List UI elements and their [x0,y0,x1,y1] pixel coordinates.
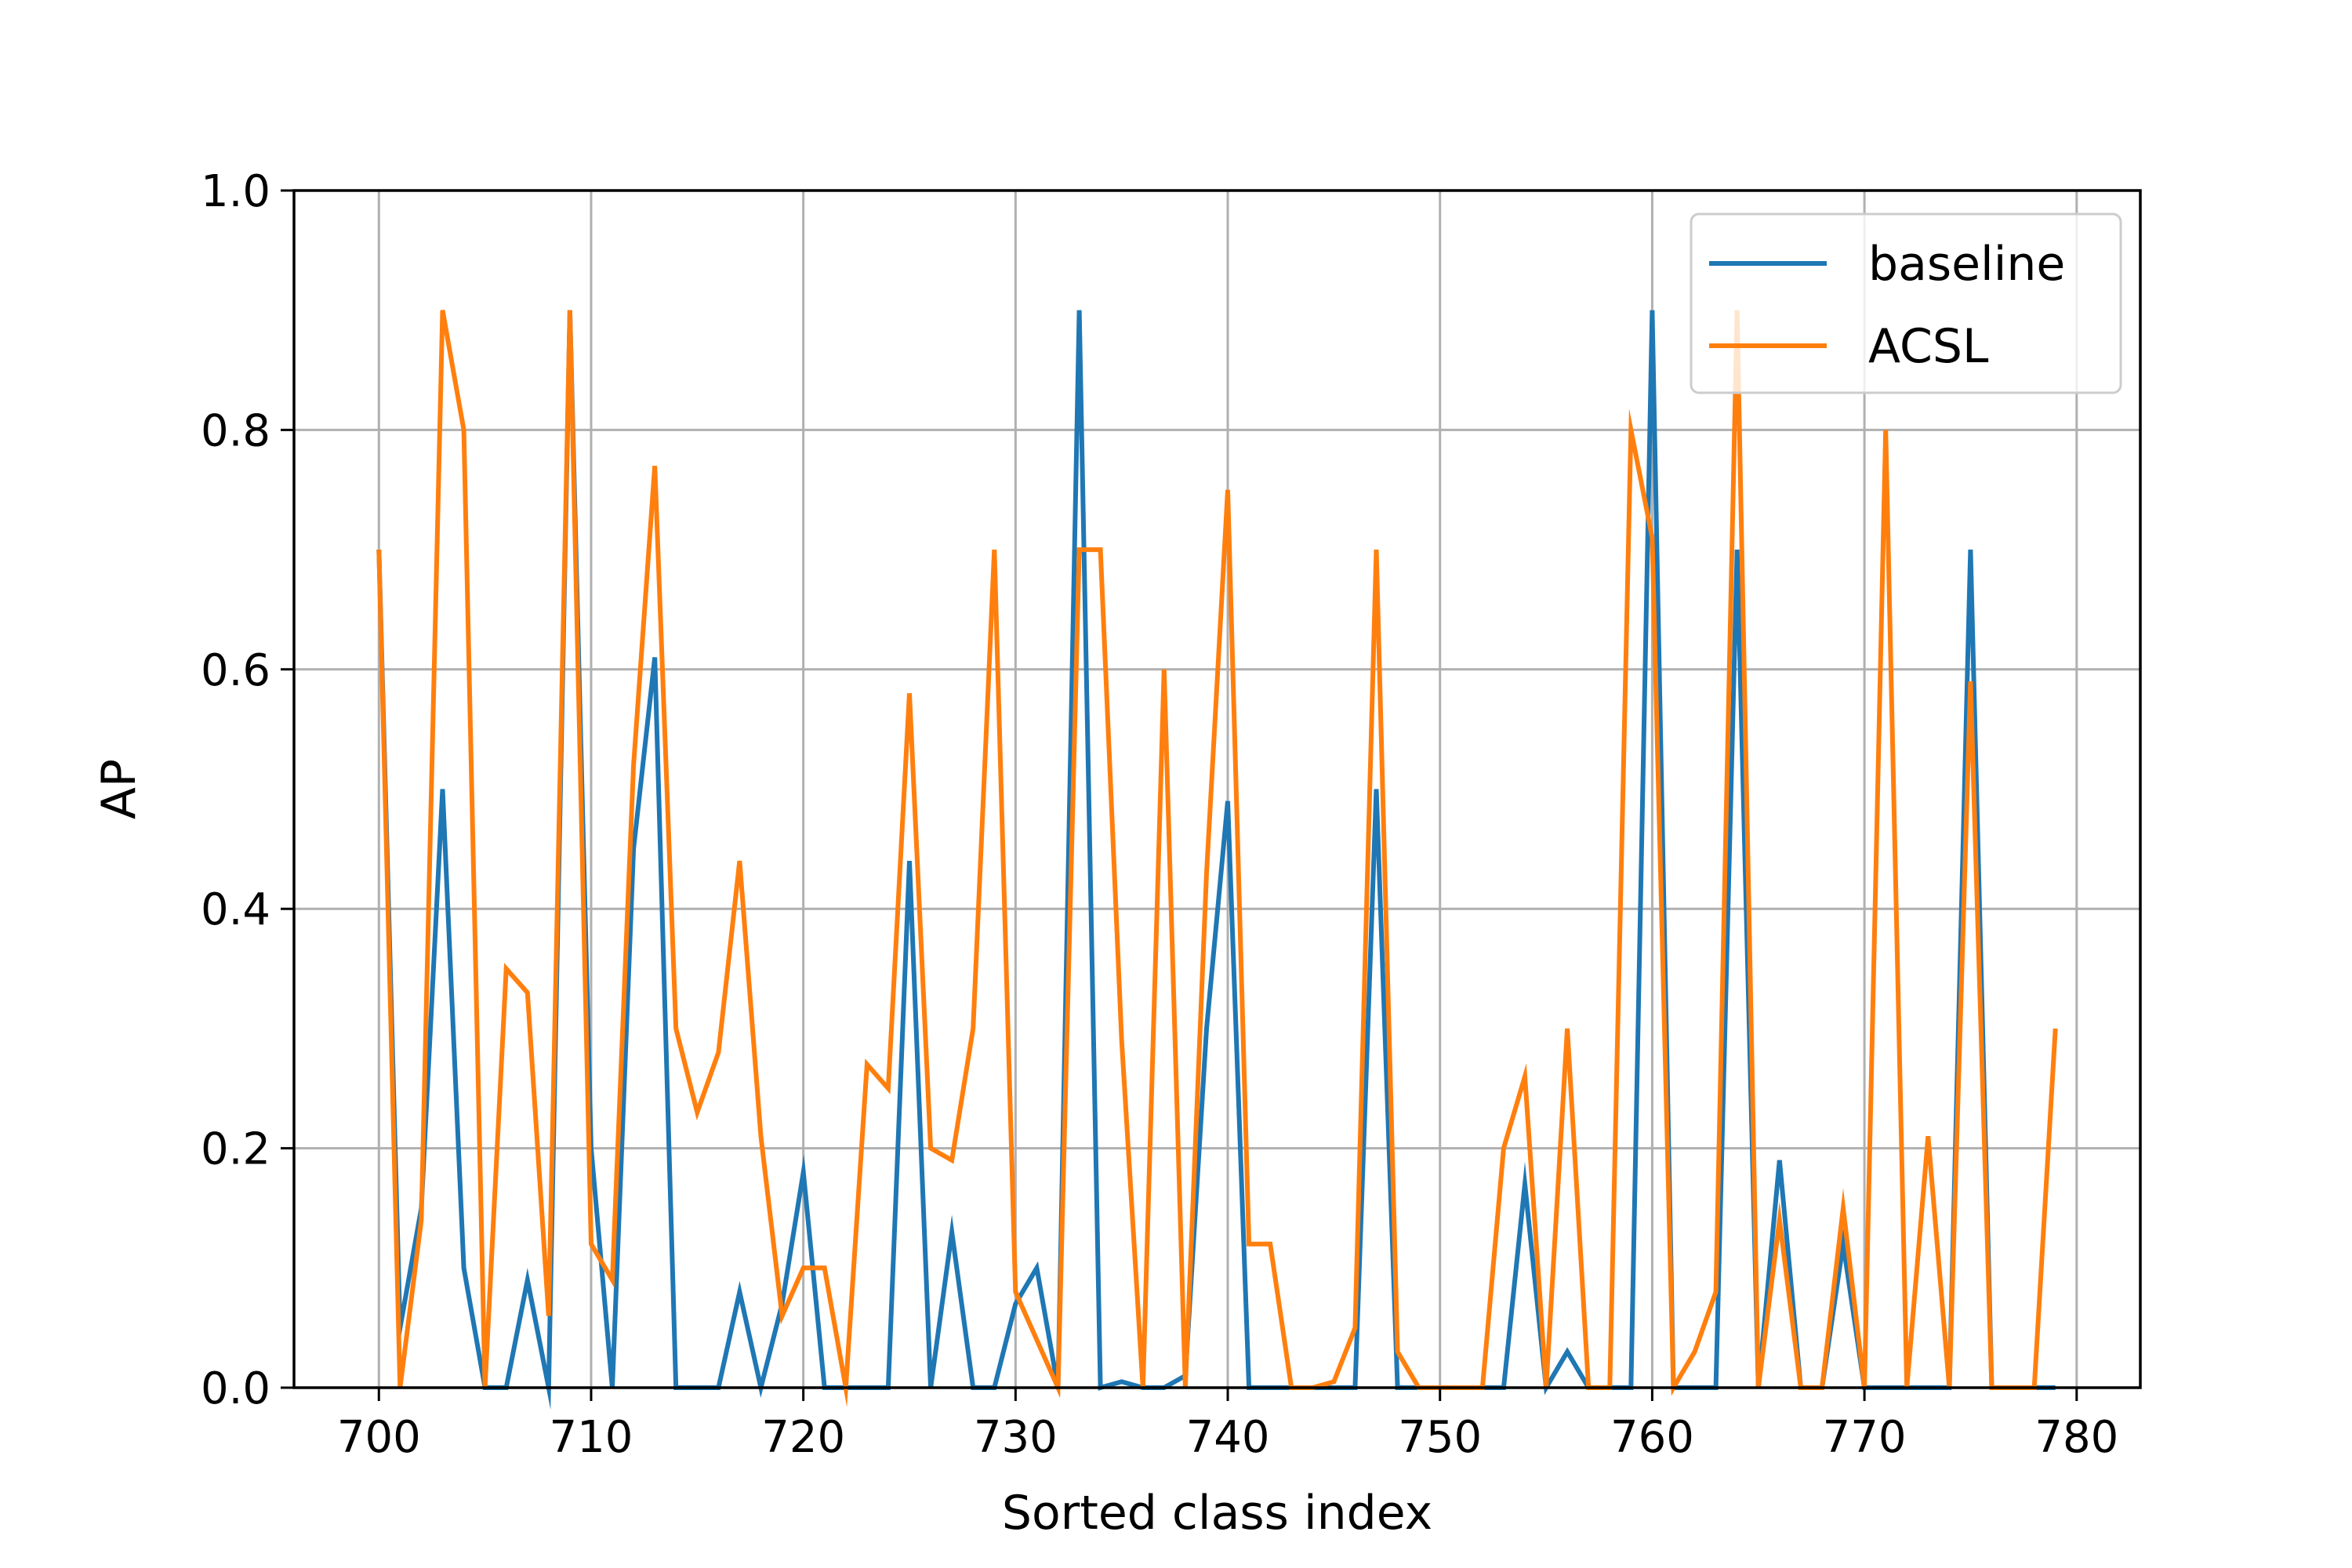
x-tick-label: 770 [1823,1412,1907,1463]
x-tick-label: 740 [1186,1412,1270,1463]
series-line-acsl [376,310,2058,1407]
x-tick-label: 750 [1398,1412,1482,1463]
legend-label-acsl: ACSL [1868,319,1989,374]
y-axis-label: AP [92,759,147,819]
y-tick-label: 0.8 [201,405,270,456]
x-tick-label: 710 [550,1412,633,1463]
x-tick-label: 730 [974,1412,1058,1463]
y-tick-label: 1.0 [201,166,270,217]
axis-ticks: 700 710 720 730 740 750 760 770 780 0.0 0.2 0.4 0.6 0… [201,166,2118,1463]
series-lines [376,310,2058,1410]
x-tick-label: 720 [761,1412,845,1463]
x-tick-label: 760 [1610,1412,1694,1463]
series-line-baseline [376,310,2056,1410]
y-tick-label: 0.4 [201,884,270,935]
x-tick-label: 700 [337,1412,421,1463]
x-tick-label: 780 [2034,1412,2118,1463]
legend-label-baseline: baseline [1868,237,2065,292]
plot-frame [292,189,2142,1389]
y-tick-label: 0.6 [201,645,270,696]
x-axis-label: Sorted class index [1002,1486,1432,1541]
y-tick-label: 0.2 [201,1124,270,1175]
legend: baseline ACSL [1690,212,2122,394]
y-tick-label: 0.0 [201,1363,270,1414]
